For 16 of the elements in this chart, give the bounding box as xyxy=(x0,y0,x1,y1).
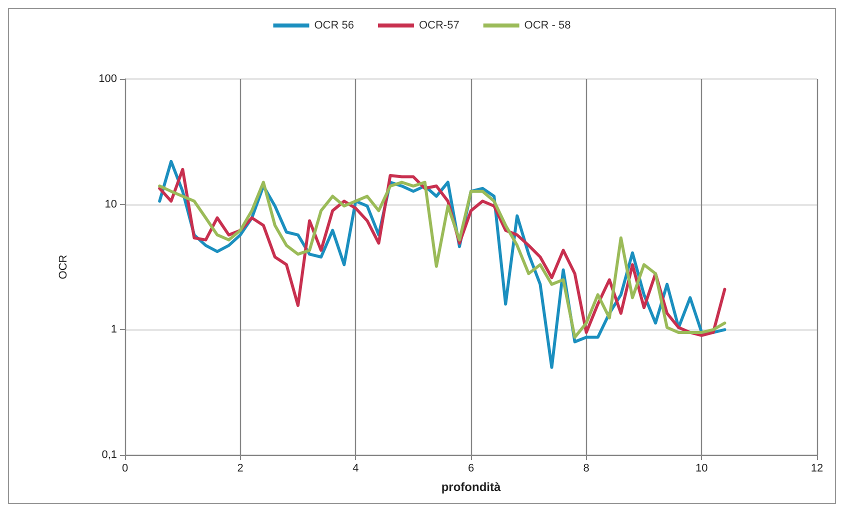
y-tick-label: 1 xyxy=(110,324,117,336)
y-tick-label: 0,1 xyxy=(102,449,117,461)
legend-label: OCR 56 xyxy=(314,20,354,32)
y-tick-label: 100 xyxy=(98,73,117,85)
y-tick-label: 10 xyxy=(104,198,117,210)
y-axis-title: OCR xyxy=(58,254,70,280)
x-tick-label: 10 xyxy=(696,462,708,474)
legend-label: OCR-57 xyxy=(418,20,460,32)
x-tick-label: 12 xyxy=(810,462,824,474)
x-tick-label: 0 xyxy=(122,462,128,474)
x-tick-label: 6 xyxy=(468,462,474,474)
x-tick-label: 4 xyxy=(352,462,359,474)
x-axis-title: profondità xyxy=(441,480,501,494)
x-tick-label: 2 xyxy=(237,462,244,474)
x-tick-label: 8 xyxy=(583,462,590,474)
legend-label: OCR - 58 xyxy=(524,20,571,32)
